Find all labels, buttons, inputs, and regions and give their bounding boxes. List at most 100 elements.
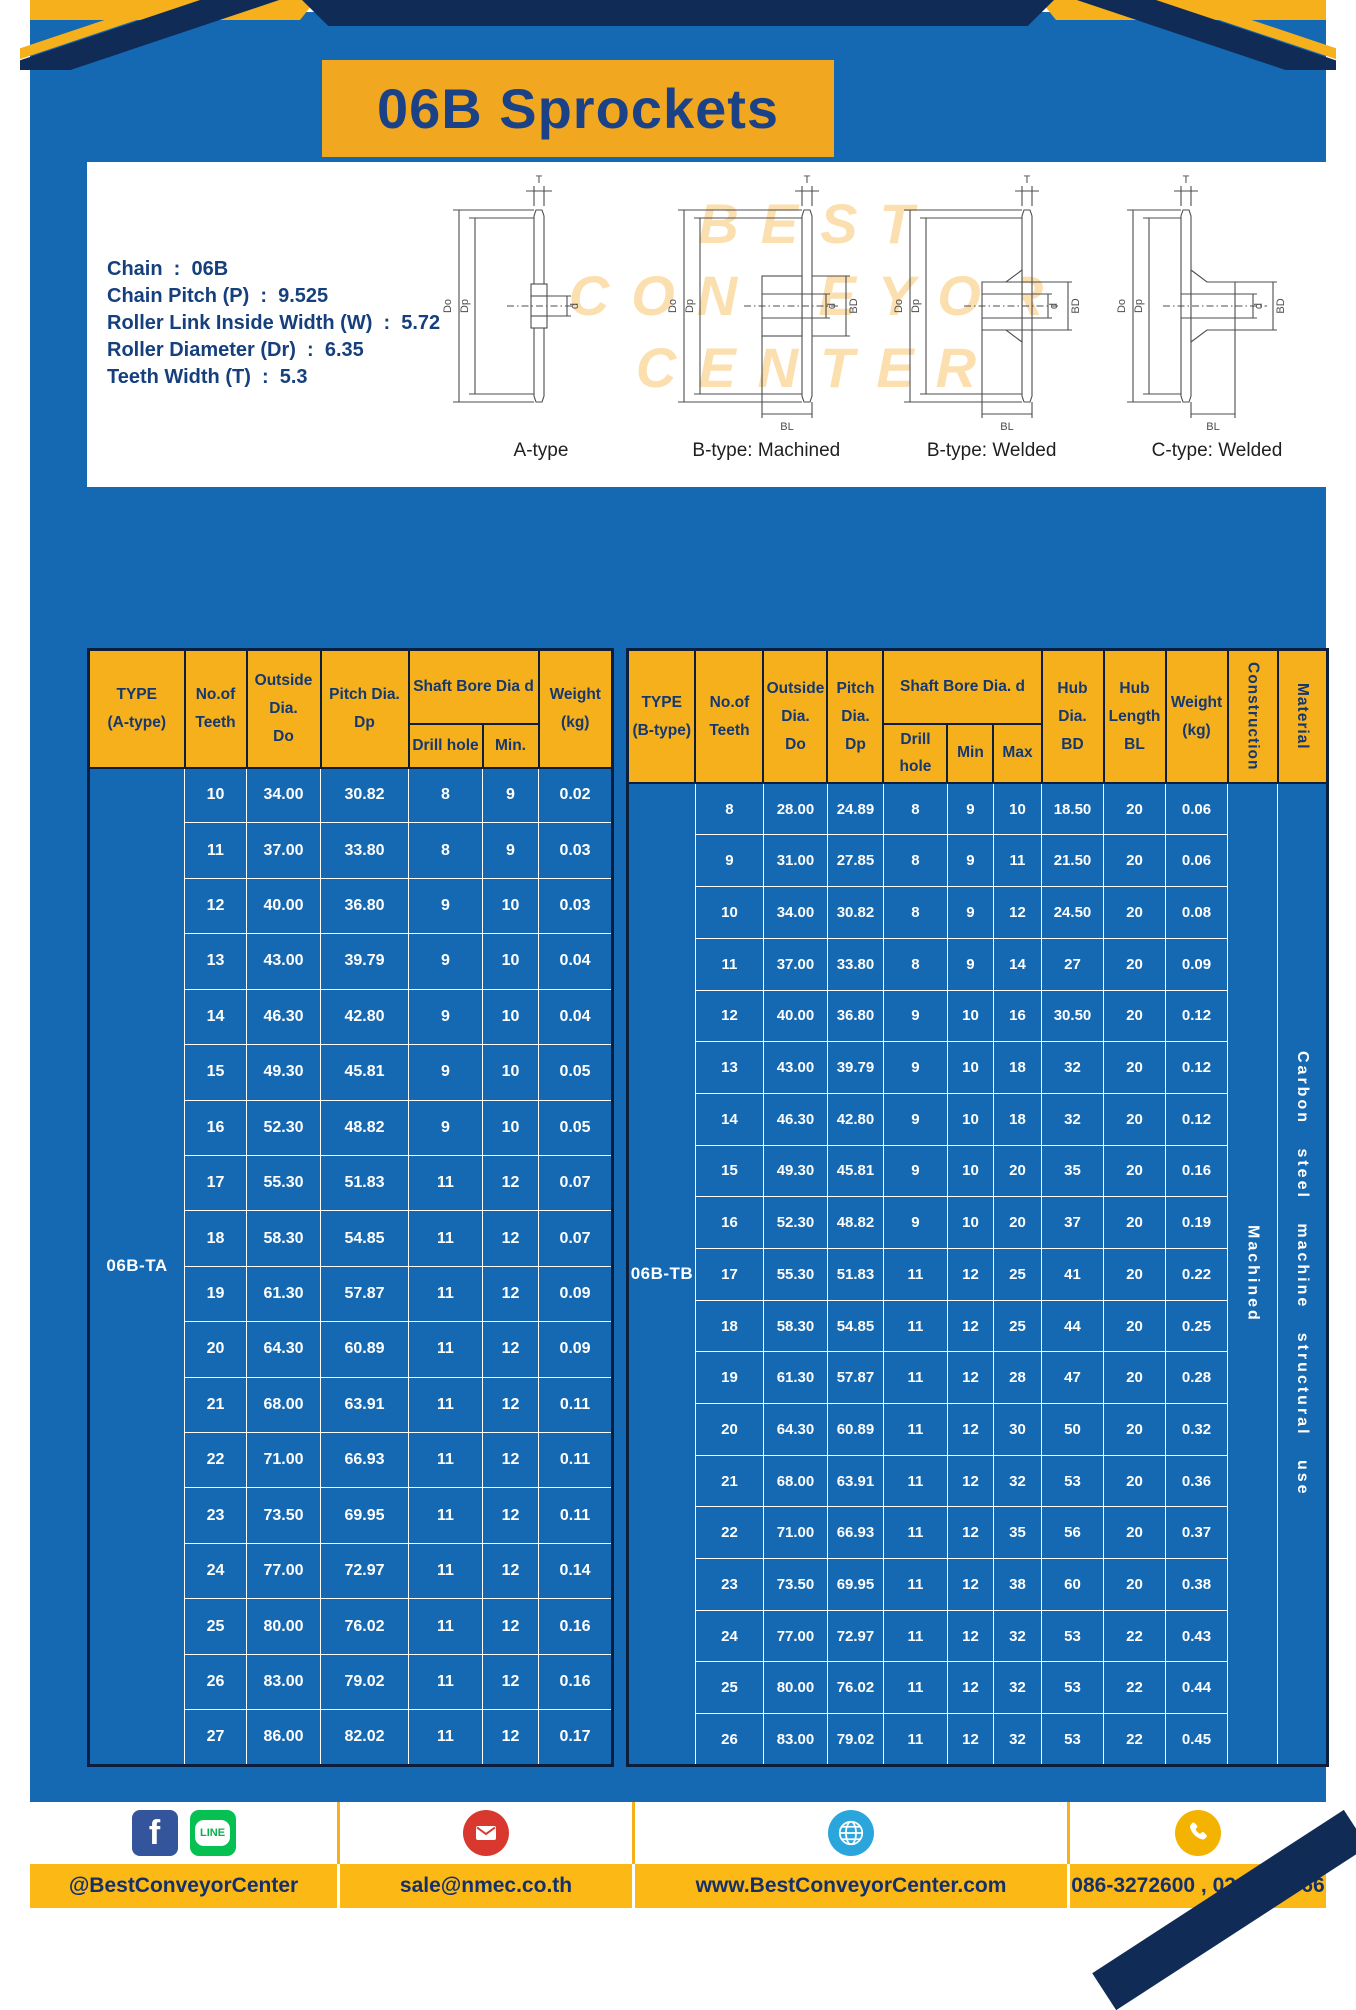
cell-teeth: 21 <box>694 1454 764 1508</box>
dim-label-d: d <box>826 303 838 309</box>
cell-teeth: 27 <box>184 1709 247 1766</box>
a-type-drawing: T Do Dp d <box>442 174 581 403</box>
col-header-min: Min <box>946 722 995 785</box>
cell-outside-dia: 34.00 <box>762 886 828 939</box>
cell-hub-length: 20 <box>1103 782 1166 836</box>
page-title: 06B Sprockets <box>376 77 780 140</box>
cell-drill-hole: 11 <box>408 1321 483 1378</box>
cell-max: 38 <box>992 1558 1043 1611</box>
cell-max: 25 <box>992 1299 1043 1353</box>
cell-max: 20 <box>992 1196 1043 1249</box>
cell-drill-hole: 11 <box>408 1709 483 1766</box>
cell-min: 9 <box>946 886 994 939</box>
table-row: 11 37.00 33.80 8 9 14 27 20 0.09 <box>627 937 1327 991</box>
cell-max: 28 <box>992 1351 1043 1405</box>
cell-weight: 0.11 <box>538 1432 614 1489</box>
cell-pitch-dia: 60.89 <box>320 1321 409 1378</box>
cell-max: 30 <box>992 1403 1043 1456</box>
line-icon-label: LINE <box>194 1820 231 1846</box>
cell-teeth: 25 <box>184 1598 247 1655</box>
cell-min: 12 <box>481 1709 540 1766</box>
cell-pitch-dia: 63.91 <box>320 1376 409 1434</box>
cell-weight: 0.09 <box>538 1265 614 1323</box>
cell-outside-dia: 73.50 <box>246 1487 321 1544</box>
cell-drill-hole: 8 <box>882 886 948 939</box>
cell-drill-hole: 9 <box>408 1099 483 1156</box>
cell-drill-hole: 9 <box>408 877 483 935</box>
cell-weight: 0.12 <box>1165 1092 1228 1146</box>
cell-pitch-dia: 36.80 <box>826 989 884 1043</box>
cell-min: 12 <box>481 1542 540 1600</box>
cell-min: 12 <box>946 1558 994 1611</box>
cell-hub-length: 20 <box>1103 1196 1166 1249</box>
table-row: 14 46.30 42.80 9 10 18 32 20 0.12 <box>627 1092 1327 1146</box>
diagram-label: B-type: Welded <box>926 440 1057 461</box>
col-header-max: Max <box>992 722 1043 785</box>
cell-hub-dia: 32 <box>1041 1092 1104 1146</box>
diagram-b-type-welded: T Do Dp d BD <box>888 172 1096 477</box>
cell-teeth: 12 <box>184 877 247 935</box>
cell-pitch-dia: 33.80 <box>826 937 884 991</box>
cell-drill-hole: 8 <box>882 834 948 888</box>
cell-teeth: 22 <box>694 1506 764 1560</box>
cell-max: 35 <box>992 1506 1043 1560</box>
cell-pitch-dia: 57.87 <box>826 1351 884 1405</box>
cell-min: 12 <box>481 1598 540 1655</box>
cell-outside-dia: 31.00 <box>762 834 828 888</box>
cell-max: 25 <box>992 1247 1043 1301</box>
cell-drill-hole: 9 <box>882 1144 948 1198</box>
footer: f LINE @BestConveyorCenter sale@nmec.co.… <box>30 1802 1326 1908</box>
brand-watermark: BEST CONVEYOR CENTER <box>568 192 1066 399</box>
cell-teeth: 24 <box>694 1609 764 1663</box>
cell-max: 11 <box>992 834 1043 888</box>
cell-outside-dia: 43.00 <box>762 1041 828 1094</box>
cell-weight: 0.05 <box>538 1099 614 1156</box>
cell-min: 10 <box>481 1099 540 1156</box>
cell-weight: 0.22 <box>1165 1247 1228 1301</box>
cell-weight: 0.14 <box>538 1542 614 1600</box>
cell-pitch-dia: 42.80 <box>826 1092 884 1146</box>
cell-min: 9 <box>946 834 994 888</box>
table-row: 25 80.00 76.02 11 12 32 53 22 0.44 <box>627 1661 1327 1715</box>
cell-teeth: 17 <box>184 1154 247 1212</box>
cell-teeth: 13 <box>694 1041 764 1094</box>
cell-drill-hole: 9 <box>408 988 483 1046</box>
footer-social-handle: @BestConveyorCenter <box>30 1864 340 1908</box>
cell-drill-hole: 9 <box>882 1041 948 1094</box>
cell-teeth: 18 <box>694 1299 764 1353</box>
cell-outside-dia: 40.00 <box>246 877 321 935</box>
cell-min: 10 <box>946 1041 994 1094</box>
dim-label-dp: Dp <box>1133 299 1145 313</box>
table-row: 15 49.30 45.81 9 10 0.05 <box>89 1044 614 1101</box>
cell-outside-dia: 61.30 <box>246 1265 321 1323</box>
cell-teeth: 12 <box>694 989 764 1043</box>
cell-teeth: 14 <box>184 988 247 1046</box>
col-header-material: Material <box>1276 648 1329 785</box>
cell-teeth: 13 <box>184 933 247 990</box>
cell-hub-length: 22 <box>1103 1661 1166 1715</box>
b-type-table-header: TYPE (B-type) No.of Teeth Outside Dia. D… <box>626 648 1329 785</box>
cell-drill-hole: 8 <box>408 766 483 824</box>
cell-pitch-dia: 42.80 <box>320 988 409 1046</box>
col-header-teeth: No.of Teeth <box>694 648 765 785</box>
cell-pitch-dia: 76.02 <box>826 1661 884 1715</box>
cell-weight: 0.45 <box>1165 1713 1228 1766</box>
cell-teeth: 19 <box>184 1265 247 1323</box>
cell-weight: 0.19 <box>1165 1196 1228 1249</box>
b-type-table: TYPE (B-type) No.of Teeth Outside Dia. D… <box>625 648 1329 1767</box>
spec-tables: TYPE (A-type) No.of Teeth Outside Dia. D… <box>87 648 1329 1767</box>
cell-drill-hole: 11 <box>408 1487 483 1544</box>
cell-teeth: 23 <box>694 1558 764 1611</box>
sprocket-diagrams: T Do Dp d A-type <box>437 172 1321 477</box>
cell-pitch-dia: 66.93 <box>320 1432 409 1489</box>
cell-pitch-dia: 76.02 <box>320 1598 409 1655</box>
cell-outside-dia: 71.00 <box>246 1432 321 1489</box>
table-row: 26 83.00 79.02 11 12 0.16 <box>89 1653 614 1711</box>
cell-min: 12 <box>481 1321 540 1378</box>
cell-outside-dia: 64.30 <box>762 1403 828 1456</box>
cell-outside-dia: 68.00 <box>762 1454 828 1508</box>
cell-pitch-dia: 63.91 <box>826 1454 884 1508</box>
cell-teeth: 16 <box>694 1196 764 1249</box>
cell-teeth: 18 <box>184 1210 247 1267</box>
cell-pitch-dia: 48.82 <box>320 1099 409 1156</box>
